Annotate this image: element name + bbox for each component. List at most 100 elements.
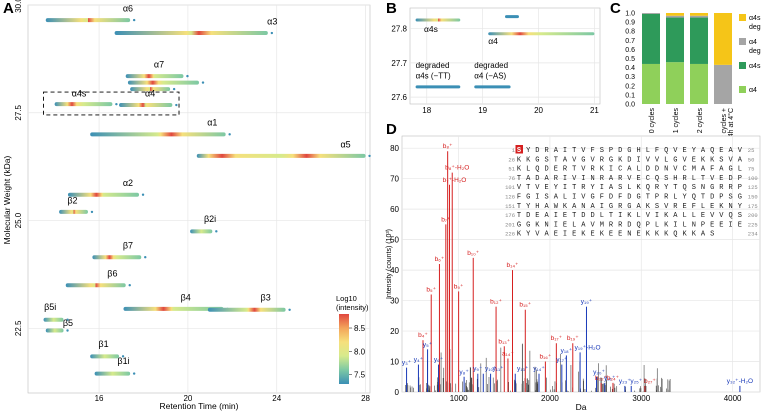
seq-residue: I [673,221,677,229]
bar-α4s-deg [714,13,732,65]
seq-residue: L [655,221,659,229]
seq-residue: A [544,212,549,220]
category-label-line: 2 cycles [697,108,704,134]
peak-label: b₁₉⁺ [567,335,579,342]
seq-residue: C [618,166,622,174]
category-label-line: 1 cycles [673,108,680,134]
peak-label: y₂₀⁺ [593,369,605,376]
seq-residue: V [710,175,715,183]
trace-α4s [54,102,113,107]
peak-label: b₇⁺-H₂O [443,177,467,184]
trace-dot [368,154,371,158]
x-tick-label: 16 [95,394,104,403]
peak-label: y₁₁⁺ [493,366,505,373]
y-tick-label: 0.9 [625,20,635,27]
seq-residue: T [673,184,677,192]
seq-residue: R [655,184,660,192]
seq-residue: E [554,166,558,174]
bar-α4-deg [642,13,660,14]
panel-d-x-label: Da [576,402,587,412]
seq-end-number: 100 [748,175,758,182]
seq-residue: K [664,212,669,220]
seq-residue: M [600,221,604,229]
panel-d-peak-labels: y₃⁺ y₄⁺ b₄⁺ y₅⁺ b₅⁺ y₆⁺ b₆⁺ b₇⁺ b₈⁺ b₇⁺-H₂O b₈⁺-H₂… [402,143,753,385]
seq-residue: T [517,203,521,211]
seq-residue: E [636,231,640,239]
x-tick-label: 21 [590,106,599,115]
seq-end-number: 150 [748,194,758,201]
peak-label: b₂₇⁺ [644,378,656,385]
peak-label: b₁₂⁺ [490,299,502,306]
peak-label: y₃⁺ [402,360,412,367]
category-label: 2 cycles +24h at 4°C [721,108,735,141]
seq-residue: S [728,194,732,202]
seq-residue: G [738,194,742,202]
panel-b-letter: B [386,0,397,17]
seq-residue: A [590,203,595,211]
x-tick-label: 20 [183,394,192,403]
seq-residue: V [719,212,724,220]
seq-residue: F [618,194,622,202]
seq-residue: D [526,212,530,220]
seq-residue: R [581,184,586,192]
seq-residue: V [590,156,595,164]
seq-residue: A [544,203,549,211]
panel-c-x-ticks: 0 cycles 1 cycles 2 cycles 2 cycles +24h at… [649,108,735,142]
seq-residue: P [738,184,742,192]
bar-α4-deg [690,15,708,18]
seq-residue: F [655,147,659,155]
peak-label: y₁₄⁺ [533,366,545,373]
trace-β1 [90,354,120,359]
y-tick-label: 0 [395,388,400,397]
category-label: 1 cycles [673,108,680,134]
seq-residue: G [609,156,613,164]
peak-label: y₃₂⁺-H₂O [727,378,753,385]
trace-dot [132,372,136,375]
peak-label: y₂₅⁺ [630,378,642,385]
seq-residue: A [609,184,614,192]
trace-dot [201,81,205,84]
trace-label: β3 [261,292,271,302]
seq-residue: K [535,221,540,229]
seq-residue: T [526,184,530,192]
seq-residue: Q [728,212,732,220]
seq-residue: V [535,231,540,239]
seq-residue: V [655,156,660,164]
seq-residue: T [517,212,521,220]
peak-label: y₄⁺ [414,357,424,364]
peak-label: y₉⁺ [473,366,483,373]
seq-residue: W [554,203,559,211]
trace-dot [270,31,274,35]
seq-residue: Q [664,147,668,155]
x-tick-label: 19 [478,106,487,115]
seq-residue: V [581,194,586,202]
peak-label: b₁₅⁺ [519,302,531,309]
seq-residue: V [664,203,669,211]
seq-residue: V [646,212,651,220]
seq-residue: F [692,203,696,211]
seq-residue: V [646,156,651,164]
legend-swatch [739,38,746,45]
seq-residue: R [728,184,733,192]
x-tick-label: 18 [422,106,431,115]
seq-residue: D [627,194,631,202]
trace-β5 [45,328,64,333]
legend-label: α4 [749,39,757,46]
trace-α3 [114,31,268,36]
seq-residue: S [710,231,714,239]
colorbar-tick-label: 7.5 [354,371,366,380]
seq-residue: V [581,166,586,174]
seq-residue: Y [526,147,531,155]
colorbar-gradient [339,314,349,384]
seq-residue: R [719,184,724,192]
peak-label: y₁₉⁺-H₂O [575,344,601,351]
seq-n-term-marker [515,145,523,154]
trace-label: β5 [63,318,73,328]
peak-label: a₁₄⁺ [502,350,514,357]
panel-a: A α6 α3 α7 α4s α4 α1 α5 α2 β2 β2i β7 β6 β4 β3 β5i β5 β1 β… [2,0,371,411]
seq-residue: K [618,156,623,164]
panel-c-y-ticks: 0.0 0.1 0.2 0.3 0.4 0.5 0.6 0.7 0.8 0.9 1.0 [625,11,635,109]
trace-label: β7 [123,241,133,251]
seq-residue: D [581,212,585,220]
